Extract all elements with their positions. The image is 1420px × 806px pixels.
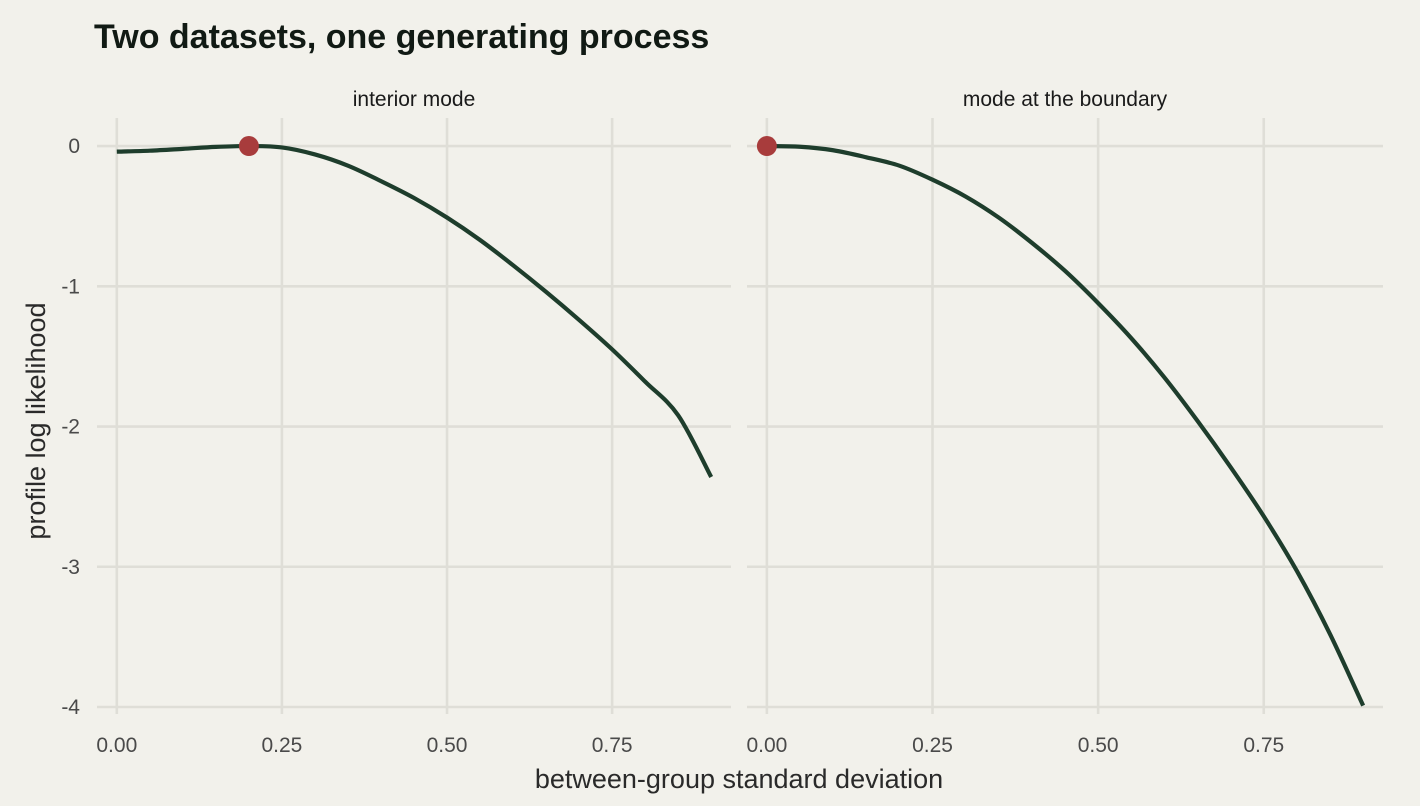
x-tick-label: 0.25 bbox=[261, 734, 302, 757]
profile-likelihood-line bbox=[116, 143, 714, 478]
x-tick-label: 0.50 bbox=[427, 734, 468, 757]
panel-strip-label: mode at the boundary bbox=[963, 88, 1168, 111]
x-tick-label: 0.00 bbox=[746, 734, 787, 757]
profile-likelihood-line bbox=[766, 143, 1366, 707]
y-tick-label: -3 bbox=[61, 556, 80, 579]
mode-point bbox=[756, 136, 777, 157]
x-tick-label: 0.50 bbox=[1078, 734, 1119, 757]
y-tick-label: 0 bbox=[68, 135, 80, 158]
grid-layer bbox=[747, 118, 1383, 714]
x-tick-label: 0.75 bbox=[1243, 734, 1284, 757]
y-tick-label: -2 bbox=[61, 416, 80, 439]
panel-interior-mode: 0.00 0.25 0.50 0.75 interior mode bbox=[96, 88, 731, 757]
y-tick-label-layer: 0 -1 -2 -3 -4 bbox=[61, 135, 80, 719]
panel-strip-label: interior mode bbox=[353, 88, 476, 111]
x-tick-label: 0.25 bbox=[912, 734, 953, 757]
y-axis-title: profile log likelihood bbox=[21, 302, 51, 539]
x-tick-label: 0.00 bbox=[96, 734, 137, 757]
data-layer bbox=[116, 136, 714, 478]
panel-mode-at-the-boundary: 0.00 0.25 0.50 0.75 mode at the boundary bbox=[746, 88, 1383, 757]
x-tick-label: 0.75 bbox=[592, 734, 633, 757]
chart-title: Two datasets, one generating process bbox=[94, 18, 709, 56]
y-tick-label: -1 bbox=[61, 275, 80, 298]
y-tick-label: -4 bbox=[61, 696, 80, 719]
x-axis-title: between-group standard deviation bbox=[535, 764, 943, 794]
tick-label-layer: 0.00 0.25 0.50 0.75 bbox=[746, 734, 1284, 757]
tick-label-layer: 0.00 0.25 0.50 0.75 bbox=[96, 734, 632, 757]
data-layer bbox=[756, 136, 1366, 707]
mode-point bbox=[238, 136, 259, 157]
